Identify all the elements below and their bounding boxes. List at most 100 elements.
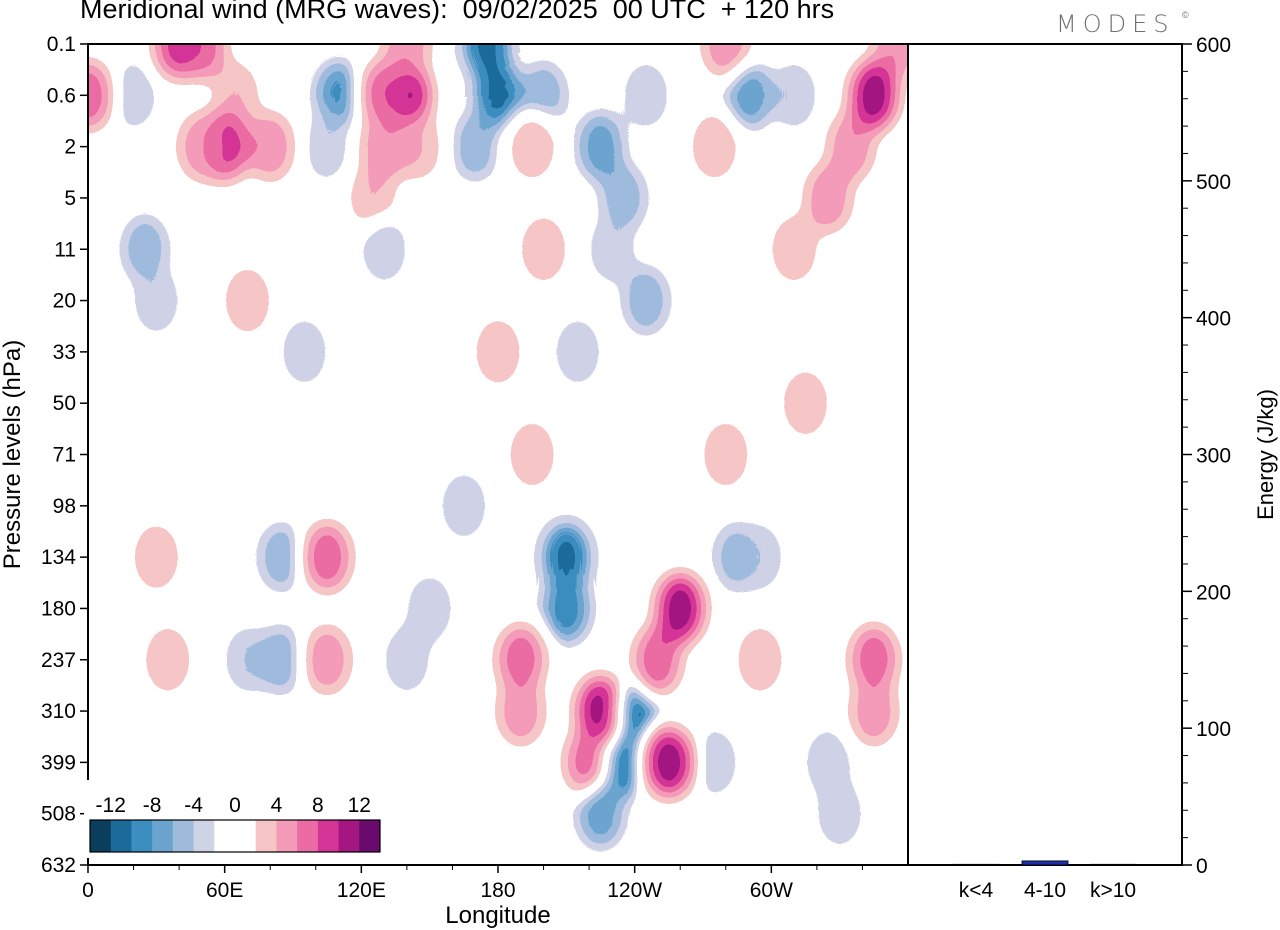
heatmap-cell-4 bbox=[179, 112, 224, 181]
heatmap-cell-35 bbox=[521, 215, 566, 284]
heatmap-cell-48 bbox=[225, 625, 270, 694]
heatmap-cell-42 bbox=[282, 317, 327, 386]
heatmap-cell-17 bbox=[476, 61, 520, 130]
energy-bar-0 bbox=[952, 863, 1000, 866]
heatmap-cell-43 bbox=[510, 420, 555, 489]
energy-plot-frame bbox=[907, 43, 1183, 866]
chart-title: Meridional wind (MRG waves): 09/02/2025 … bbox=[80, 0, 835, 24]
heatmap-cell-39 bbox=[806, 163, 851, 232]
colorbar-swatch-13 bbox=[359, 820, 381, 852]
colorbar-swatch-0 bbox=[90, 820, 112, 852]
y-tick-label: 0.6 bbox=[47, 84, 76, 107]
heatmap-cell-28 bbox=[851, 61, 896, 130]
colorbar-swatch-10 bbox=[297, 820, 319, 852]
heatmap-cell-15 bbox=[362, 112, 407, 181]
y-tick-label: 33 bbox=[53, 341, 76, 364]
x-axis-label: Longitude bbox=[445, 902, 550, 929]
colorbar-swatch-11 bbox=[317, 820, 340, 852]
y-tick-label: 2 bbox=[64, 136, 76, 159]
heatmap-cell-73 bbox=[851, 625, 896, 694]
colorbar-label: -12 bbox=[96, 794, 126, 817]
heatmap-cell-64 bbox=[578, 779, 623, 848]
y-tick-label: 5 bbox=[64, 187, 76, 210]
energy-category-label: 4-10 bbox=[1024, 879, 1066, 902]
heatmap-cell-60 bbox=[578, 677, 623, 746]
heatmap-cell-57 bbox=[498, 677, 543, 746]
energy-category-label: k>10 bbox=[1090, 879, 1136, 902]
colorbar-swatch-1 bbox=[110, 820, 132, 852]
heatmap-cell-25 bbox=[692, 112, 737, 181]
heatmap-cell-36 bbox=[624, 266, 669, 335]
heatmap-cell-7 bbox=[88, 61, 110, 130]
heatmap-cell-1 bbox=[179, 44, 224, 78]
heatmap-cell-61 bbox=[567, 728, 612, 797]
x-tick-label: 120E bbox=[337, 879, 386, 902]
heatmap-cell-14 bbox=[350, 163, 395, 232]
colorbar-swatch-4 bbox=[172, 820, 195, 852]
heatmap-cell-26 bbox=[726, 61, 771, 130]
heatmap-cell-2 bbox=[214, 61, 259, 130]
heatmap-cell-21 bbox=[578, 112, 623, 181]
colorbar-swatch-3 bbox=[152, 820, 174, 852]
energy-y-axis-label: Energy (J/kg) bbox=[1253, 389, 1278, 520]
heatmap-cell-22 bbox=[601, 163, 646, 232]
heatmap-field-clip bbox=[88, 44, 908, 865]
heatmap-background bbox=[88, 44, 908, 865]
heatmap-cell-65 bbox=[658, 574, 703, 643]
energy-y-tick-label: 200 bbox=[1196, 581, 1231, 604]
heatmap-cell-29 bbox=[829, 112, 874, 181]
heatmap-cell-11 bbox=[362, 61, 407, 130]
y-tick-label: 50 bbox=[53, 392, 76, 415]
heatmap-cell-46 bbox=[134, 523, 179, 592]
heatmap-cell-41 bbox=[555, 317, 600, 386]
y-tick-label: 11 bbox=[54, 238, 76, 261]
heatmap-cell-53 bbox=[384, 625, 429, 694]
heatmap-cell-66 bbox=[646, 728, 691, 797]
heatmap-cell-50 bbox=[259, 523, 304, 592]
brand-copyright-mark: © bbox=[1182, 10, 1189, 20]
heatmap-cell-13 bbox=[396, 112, 441, 181]
heatmap-cell-23 bbox=[624, 61, 669, 130]
brand-logo: MODES bbox=[1056, 10, 1175, 38]
heatmap-cell-51 bbox=[305, 523, 350, 592]
energy-bar-1 bbox=[1021, 860, 1069, 866]
heatmap-cell-27 bbox=[772, 61, 817, 130]
heatmap-cell-44 bbox=[703, 420, 748, 489]
colorbar-label: 4 bbox=[271, 794, 283, 817]
energy-y-tick-label: 100 bbox=[1196, 718, 1231, 741]
y-tick-label: 180 bbox=[41, 597, 76, 620]
x-tick-label: 60W bbox=[750, 879, 793, 902]
energy-bar-chart: 0 100 200 300 400 500 600 Energy (J/kg) k<4 4-10 k… bbox=[907, 34, 1278, 902]
colorbar-swatch-5 bbox=[193, 820, 215, 852]
colorbar-swatch-8 bbox=[255, 820, 277, 852]
heatmap-cell-63 bbox=[601, 728, 646, 797]
heatmap-cell-45 bbox=[783, 369, 828, 438]
heatmap-cell-52 bbox=[305, 625, 350, 694]
y-tick-label: 98 bbox=[53, 495, 76, 518]
heatmap-cell-32 bbox=[134, 266, 179, 335]
colorbar-label: 8 bbox=[312, 794, 324, 817]
heatmap-cell-70 bbox=[692, 728, 737, 797]
heatmap-cell-62 bbox=[612, 677, 657, 746]
heatmap-cell-31 bbox=[122, 215, 167, 284]
colorbar-label: 12 bbox=[348, 794, 371, 817]
colorbar-label: -8 bbox=[143, 794, 162, 817]
y-tick-label: 237 bbox=[41, 649, 76, 672]
heatmap-cell-49 bbox=[259, 625, 304, 694]
heatmap-cell-75 bbox=[817, 779, 862, 848]
heatmap-cell-59 bbox=[544, 574, 589, 643]
heatmap-posterized bbox=[88, 44, 908, 865]
heatmap-cell-8 bbox=[316, 61, 361, 130]
heatmap-cell-19 bbox=[521, 61, 566, 130]
heatmap-cell-74 bbox=[851, 677, 896, 746]
main-heatmap bbox=[87, 43, 909, 866]
x-tick-label: 120W bbox=[607, 879, 662, 902]
heatmap-cell-12 bbox=[384, 44, 429, 78]
energy-y-tick-label: 0 bbox=[1196, 855, 1208, 878]
colorbar-swatch-7 bbox=[235, 820, 257, 852]
heatmap-cell-56 bbox=[498, 625, 543, 694]
colorbar-swatch-9 bbox=[276, 820, 298, 852]
heatmap-cell-72 bbox=[806, 728, 851, 797]
heatmap-cell-67 bbox=[635, 625, 680, 694]
